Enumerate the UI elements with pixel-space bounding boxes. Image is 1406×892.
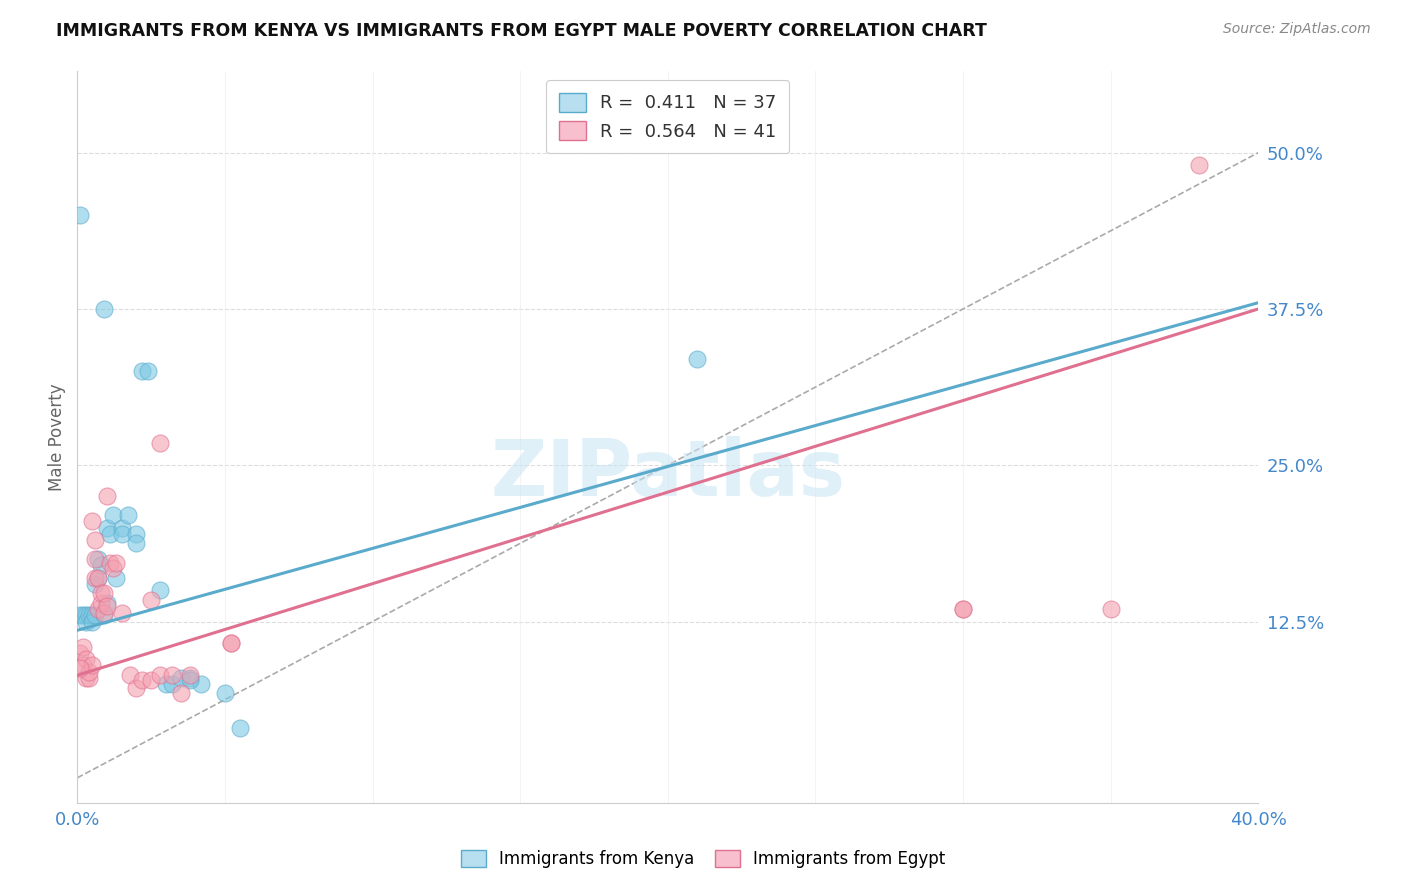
Legend: Immigrants from Kenya, Immigrants from Egypt: Immigrants from Kenya, Immigrants from E…: [454, 843, 952, 875]
Legend: R =  0.411   N = 37, R =  0.564   N = 41: R = 0.411 N = 37, R = 0.564 N = 41: [547, 80, 789, 153]
Point: [117, 508, 139, 523]
Point: [179, 671, 201, 685]
Point: [160, 677, 183, 691]
Point: [75, 615, 97, 629]
Point: [72, 640, 94, 654]
Point: [101, 560, 124, 574]
Point: [219, 636, 242, 650]
Point: [101, 508, 124, 523]
Point: [229, 721, 252, 735]
Point: [141, 673, 163, 688]
Point: [69, 208, 91, 222]
Point: [93, 301, 115, 316]
Point: [98, 527, 121, 541]
Point: [125, 527, 148, 541]
Point: [72, 658, 94, 673]
Point: [96, 596, 118, 610]
Point: [69, 608, 91, 623]
Point: [179, 673, 201, 688]
Point: [72, 608, 94, 623]
Point: [87, 571, 110, 585]
Point: [170, 686, 193, 700]
Y-axis label: Male Poverty: Male Poverty: [48, 384, 66, 491]
Point: [77, 671, 100, 685]
Text: Source: ZipAtlas.com: Source: ZipAtlas.com: [1223, 22, 1371, 37]
Point: [120, 668, 142, 682]
Point: [82, 658, 104, 673]
Point: [77, 608, 100, 623]
Point: [98, 556, 121, 570]
Point: [219, 636, 242, 650]
Point: [149, 668, 172, 682]
Point: [82, 615, 104, 629]
Point: [96, 599, 118, 614]
Point: [82, 608, 104, 623]
Point: [96, 521, 118, 535]
Point: [69, 661, 91, 675]
Point: [1188, 158, 1211, 172]
Point: [160, 668, 183, 682]
Point: [82, 515, 104, 529]
Point: [111, 527, 132, 541]
Point: [125, 681, 148, 695]
Point: [104, 571, 127, 585]
Point: [93, 606, 115, 620]
Point: [90, 558, 112, 573]
Point: [155, 677, 177, 691]
Point: [1099, 602, 1122, 616]
Point: [190, 677, 212, 691]
Point: [141, 593, 163, 607]
Point: [96, 490, 118, 504]
Point: [179, 668, 201, 682]
Point: [149, 583, 172, 598]
Point: [90, 596, 112, 610]
Point: [90, 586, 112, 600]
Point: [84, 608, 107, 623]
Point: [69, 646, 91, 660]
Point: [87, 602, 110, 616]
Point: [87, 571, 110, 585]
Point: [170, 671, 193, 685]
Point: [686, 351, 709, 366]
Point: [104, 556, 127, 570]
Point: [87, 552, 110, 566]
Point: [149, 435, 172, 450]
Point: [111, 606, 132, 620]
Text: ZIPatlas: ZIPatlas: [491, 435, 845, 512]
Point: [131, 364, 153, 378]
Point: [93, 586, 115, 600]
Point: [952, 602, 974, 616]
Text: IMMIGRANTS FROM KENYA VS IMMIGRANTS FROM EGYPT MALE POVERTY CORRELATION CHART: IMMIGRANTS FROM KENYA VS IMMIGRANTS FROM…: [56, 22, 987, 40]
Point: [75, 671, 97, 685]
Point: [125, 535, 148, 549]
Point: [111, 521, 132, 535]
Point: [952, 602, 974, 616]
Point: [75, 652, 97, 666]
Point: [131, 673, 153, 688]
Point: [84, 533, 107, 548]
Point: [136, 364, 159, 378]
Point: [84, 577, 107, 591]
Point: [84, 571, 107, 585]
Point: [77, 665, 100, 679]
Point: [75, 608, 97, 623]
Point: [214, 686, 236, 700]
Point: [93, 608, 115, 623]
Point: [84, 552, 107, 566]
